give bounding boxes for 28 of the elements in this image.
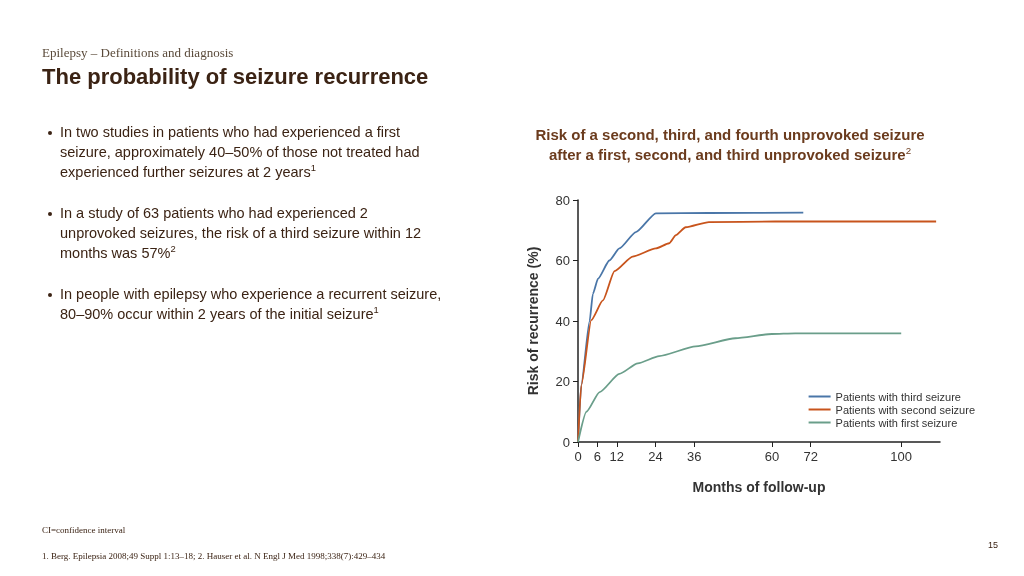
text: The probability of seizure recurrence bbox=[42, 64, 429, 90]
y-tick-label: 0 bbox=[562, 434, 570, 450]
x-axis-title: Months of follow-up bbox=[692, 479, 826, 495]
y-tick-label: 80 bbox=[555, 192, 570, 208]
x-tick-label: 0 bbox=[574, 449, 582, 464]
y-axis-title: Risk of recurrence (%) bbox=[525, 246, 541, 396]
text: In a study of 63 patients who had experienced 2 unprovoked seizures, the risk of a third seizure within 12 months was 57%$^{2}$ bbox=[60, 204, 423, 263]
x-tick-label: 24 bbox=[648, 449, 663, 464]
text: In people with epilepsy who experience a recurrent seizure, 80–90% occur within 2 years of the initial seizure$^{1}$ bbox=[60, 285, 443, 324]
legend-label: Patients with first seizure bbox=[835, 416, 958, 429]
text: In two studies in patients who had experienced a first seizure, approximately 40–50% of those not treated had experienced further seizures at 2 years$^{1}$ bbox=[60, 123, 421, 182]
y-tick-label: 20 bbox=[555, 374, 570, 389]
x-tick-label: 100 bbox=[890, 449, 913, 464]
y-tick-label: 40 bbox=[555, 313, 570, 329]
text: Epilepsy – Definitions and diagnosis bbox=[42, 45, 234, 61]
line-series bbox=[577, 332, 903, 443]
chart-title: Risk of a second, third, and fourth unprovoked seizure after a first, second, and third unprovoked seizure$^{2}$ bbox=[534, 125, 926, 165]
x-tick-label: 72 bbox=[803, 449, 818, 464]
legend-label: Patients with second seizure bbox=[835, 403, 976, 416]
x-tick-label: 6 bbox=[593, 449, 602, 464]
legend-label: Patients with third seizure bbox=[835, 390, 961, 403]
x-tick-label: 36 bbox=[687, 449, 702, 464]
x-tick-label: 60 bbox=[764, 449, 780, 464]
text: 15 bbox=[988, 540, 999, 550]
x-tick-label: 12 bbox=[609, 449, 625, 464]
text: CI=confidence interval bbox=[42, 525, 126, 535]
y-tick-label: 60 bbox=[555, 253, 570, 268]
text: 1. Berg. Epilepsia 2008;49 Suppl 1:13–18; 2. Hauser et al. N Engl J Med 1998;338(7):429–434 bbox=[42, 551, 386, 561]
